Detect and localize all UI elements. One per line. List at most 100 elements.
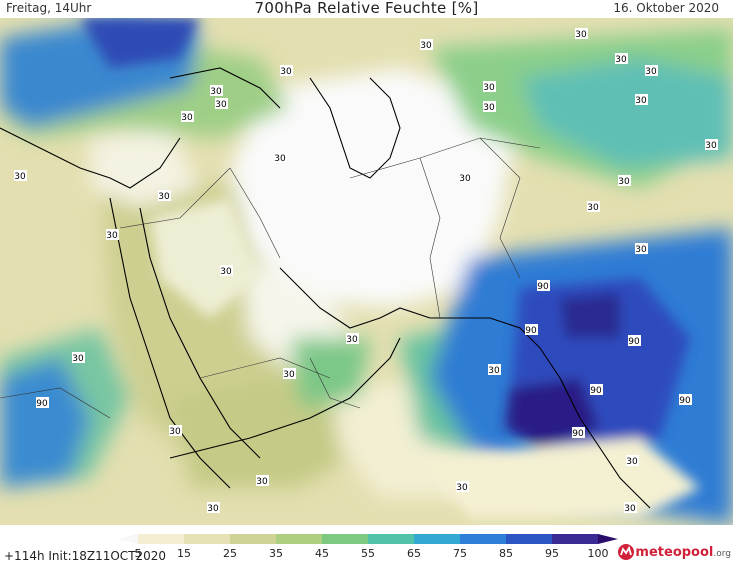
contour-label-30: 30 [626,455,639,467]
svg-text:30: 30 [14,172,26,182]
map-title: 700hPa Relative Feuchte [%] [254,0,479,17]
colorbar-label: 85 [499,547,513,560]
border-afghan-pakistan [479,137,521,279]
svg-text:30: 30 [483,83,495,93]
border-iran-east [419,157,441,319]
colorbar-label: 75 [453,547,467,560]
contour-label-30: 30 [14,170,27,182]
colorbar-label: 55 [361,547,375,560]
coastline-black-sea [169,67,281,109]
svg-text:30: 30 [635,245,647,255]
border-central-asia [349,137,541,179]
contour-label-30: 30 [488,364,501,376]
colorbar-swatch [460,534,507,544]
coastline-arabia-south [169,337,401,459]
contour-label-30: 30 [283,368,296,380]
svg-text:30: 30 [645,67,657,77]
header-bar: Freitag, 14Uhr 700hPa Relative Feuchte [… [0,0,733,18]
colorbar-swatch [506,534,553,544]
brand-logo[interactable]: meteopool.org [617,543,731,561]
contour-label-30: 30 [705,139,718,151]
svg-text:90: 90 [537,282,549,292]
svg-text:30: 30 [346,335,358,345]
contour-label-90: 90 [679,394,692,406]
svg-text:90: 90 [679,396,691,406]
svg-text:30: 30 [210,87,222,97]
colorbar-swatch [368,534,415,544]
humid-region-africa [0,358,90,488]
contour-label-30: 30 [106,229,119,241]
contour-label-90: 90 [628,335,641,347]
contour-label-30: 30 [280,65,293,77]
contour-label-90: 90 [537,280,550,292]
contour-label-30: 30 [72,352,85,364]
contour-label-30: 30 [346,333,359,345]
svg-text:30: 30 [283,370,295,380]
svg-text:30: 30 [488,366,500,376]
border-africa [0,387,111,419]
contour-label-30: 30 [210,85,223,97]
contour-labels: 30 30 30 30 30 30 30 30 30 30 30 30 30 3… [14,28,718,514]
coastline-red-sea-west [109,197,231,489]
contour-label-30: 30 [575,28,588,40]
contour-label-30: 30 [618,175,631,187]
moist-band-oman [290,338,370,408]
contour-label-30: 30 [220,265,233,277]
border-saudi-yemen [199,357,331,379]
footer-bar: 5 15 25 35 45 55 65 75 85 95 100 +114h Init:18Z11O… [0,525,733,566]
country-borders [0,137,541,419]
contour-label-30: 30 [274,152,287,164]
contour-label-30: 30 [169,425,182,437]
contour-label-30: 30 [256,475,269,487]
svg-text:30: 30 [587,203,599,213]
coastline-red-sea-east [139,207,261,459]
coastline-caspian [309,77,401,179]
white-streak-arabia [150,198,260,318]
colorbar-swatch [230,534,277,544]
contour-label-90: 90 [36,397,49,409]
svg-text:30: 30 [705,141,717,151]
svg-text:30: 30 [215,100,227,110]
svg-text:90: 90 [525,326,537,336]
svg-text:30: 30 [483,103,495,113]
colorbar-label: 45 [315,547,329,560]
meteopool-logo-icon [618,544,635,560]
colorbar-label: 15 [177,547,191,560]
svg-text:30: 30 [420,41,432,51]
humid-region-east [520,58,733,168]
contour-label-30: 30 [215,98,228,110]
svg-text:90: 90 [36,399,48,409]
svg-text:30: 30 [207,504,219,514]
svg-text:30: 30 [456,483,468,493]
contour-label-90: 90 [590,384,603,396]
contour-label-90: 90 [525,324,538,336]
colorbar-label: 65 [407,547,421,560]
colorbar-label: 25 [223,547,237,560]
border-oman [309,357,361,409]
coastline-gulf [279,267,431,329]
colorbar: 5 15 25 35 45 55 65 75 85 95 100 [118,531,618,560]
contour-label-30: 30 [158,190,171,202]
colorbar-swatch [552,534,599,544]
coastline-india-west [539,347,651,509]
colorbar-cap-left [118,534,138,544]
border-jordan-syria [119,167,231,229]
svg-text:30: 30 [181,113,193,123]
svg-text:30: 30 [169,427,181,437]
svg-text:30: 30 [106,231,118,241]
contour-label-30: 30 [635,94,648,106]
contour-label-30: 30 [459,172,472,184]
colorbar-label: 95 [545,547,559,560]
contour-label-30: 30 [635,243,648,255]
svg-text:30: 30 [626,457,638,467]
contour-label-30: 30 [615,53,628,65]
dry-region-levant [90,128,200,208]
svg-text:30: 30 [158,192,170,202]
svg-text:90: 90 [590,386,602,396]
border-iran-iraq [229,167,281,259]
svg-text:30: 30 [618,177,630,187]
contour-label-30: 30 [587,201,600,213]
max-core-north [560,293,620,338]
dry-region-iran [230,68,520,308]
svg-text:30: 30 [615,55,627,65]
